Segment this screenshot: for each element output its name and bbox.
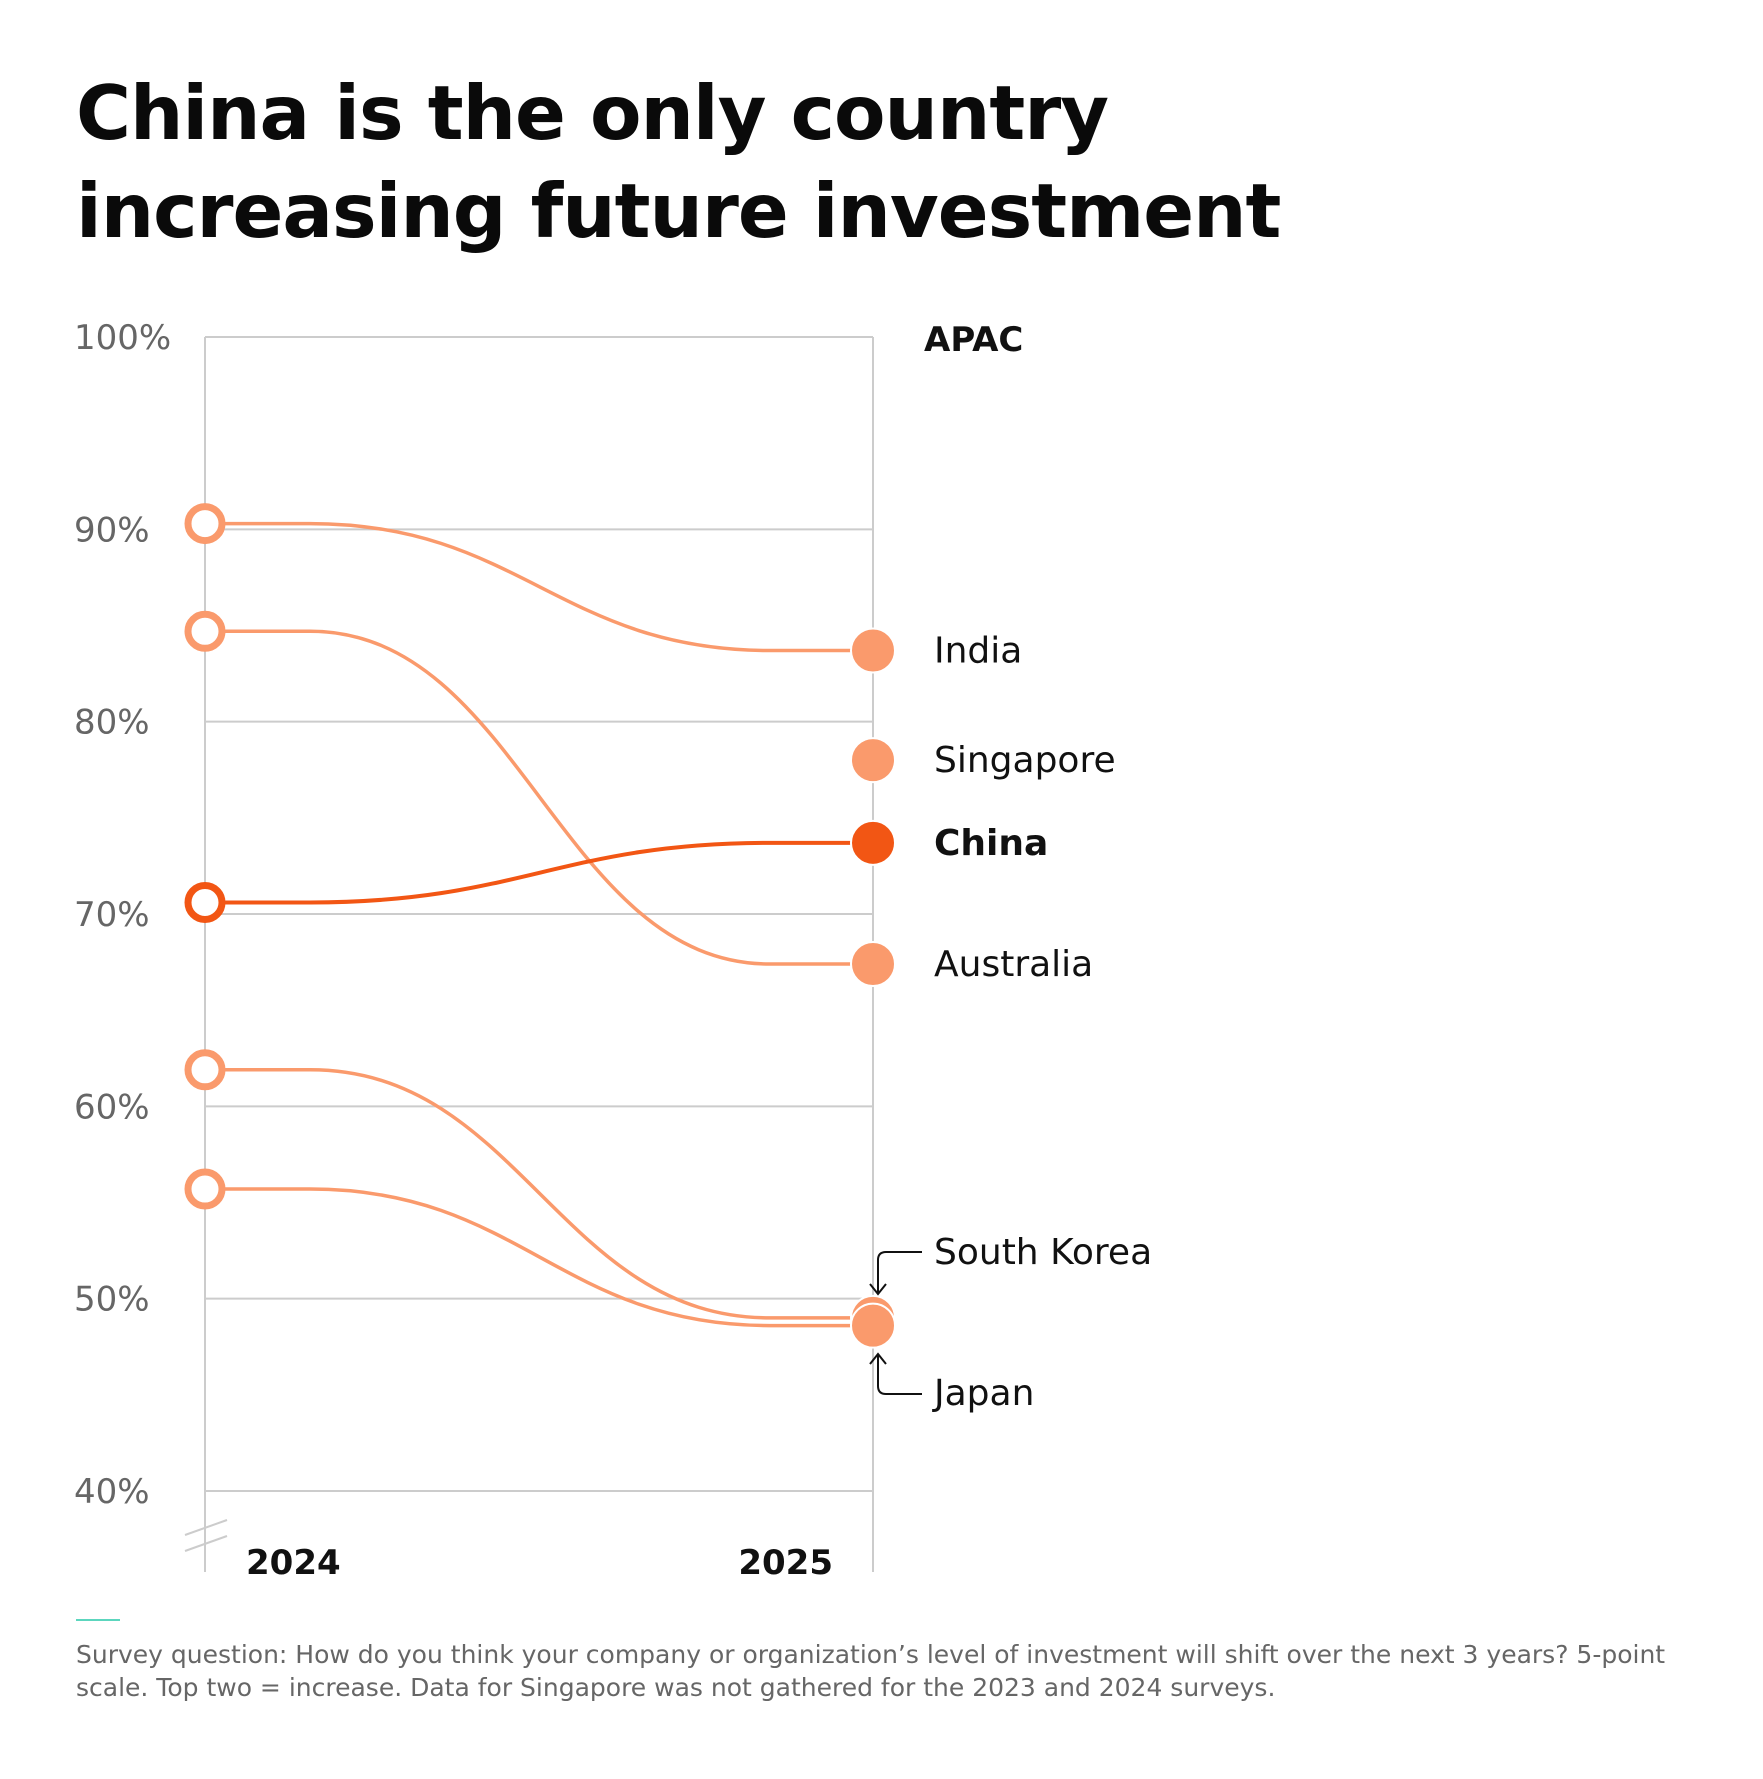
- x-tick-label: 2025: [738, 1543, 833, 1583]
- callout-arrow: [869, 1283, 887, 1296]
- chart-title: China is the only country increasing fut…: [76, 69, 1281, 255]
- series-lines: [205, 521, 873, 1328]
- y-tick-label: 80%: [74, 703, 150, 743]
- series-label: Japan: [932, 1373, 1034, 1414]
- y-tick-label: 90%: [74, 510, 150, 550]
- series-labels: India Singapore China Australia South Korea J…: [869, 631, 1152, 1414]
- series-line: [205, 521, 873, 653]
- callout-line: [877, 1355, 922, 1395]
- series-label: China: [934, 823, 1048, 864]
- point-2025: [850, 1302, 896, 1349]
- y-tick-label: 40%: [74, 1472, 150, 1512]
- y-tick-label: 70%: [74, 895, 150, 935]
- region-label: APAC: [924, 320, 1023, 360]
- point-2024: [184, 881, 226, 923]
- y-axis-labels: 100% 90% 80% 70% 60% 50% 40%: [74, 318, 171, 1512]
- series-line: [205, 629, 873, 966]
- point-2024: [184, 610, 226, 652]
- series-label: Australia: [934, 944, 1093, 985]
- series-line: [205, 840, 873, 905]
- series-line: [205, 1068, 873, 1320]
- footer-rule: [76, 1619, 120, 1621]
- point-2024: [184, 1049, 226, 1091]
- series-markers: [184, 503, 896, 1349]
- x-axis-labels: 2024 2025: [246, 1543, 833, 1583]
- series-label: Singapore: [934, 740, 1116, 781]
- series-label: India: [934, 631, 1022, 672]
- y-tick-label: 60%: [74, 1087, 150, 1127]
- axis-break-stroke: [184, 1519, 228, 1536]
- y-tick-label: 50%: [74, 1280, 150, 1320]
- point-2025: [850, 941, 896, 988]
- footnote: Survey question: How do you think your c…: [76, 1640, 1666, 1702]
- point-2025: [850, 737, 896, 784]
- x-tick-label: 2024: [246, 1543, 341, 1583]
- axis-break-stroke: [184, 1535, 228, 1552]
- point-2024: [184, 1168, 226, 1210]
- callout-line: [877, 1251, 922, 1293]
- slope-chart: 100% 90% 80% 70% 60% 50% 40% 2024 2025 APAC Ind…: [74, 318, 1152, 1583]
- series-line: [205, 1187, 873, 1328]
- callout-arrow: [869, 1352, 887, 1365]
- y-tick-label: 100%: [74, 318, 171, 358]
- point-2025: [850, 819, 896, 866]
- series-label: South Korea: [934, 1232, 1152, 1273]
- point-2024: [184, 503, 226, 545]
- axis-break-marker: [184, 1519, 228, 1552]
- point-2025: [850, 627, 896, 674]
